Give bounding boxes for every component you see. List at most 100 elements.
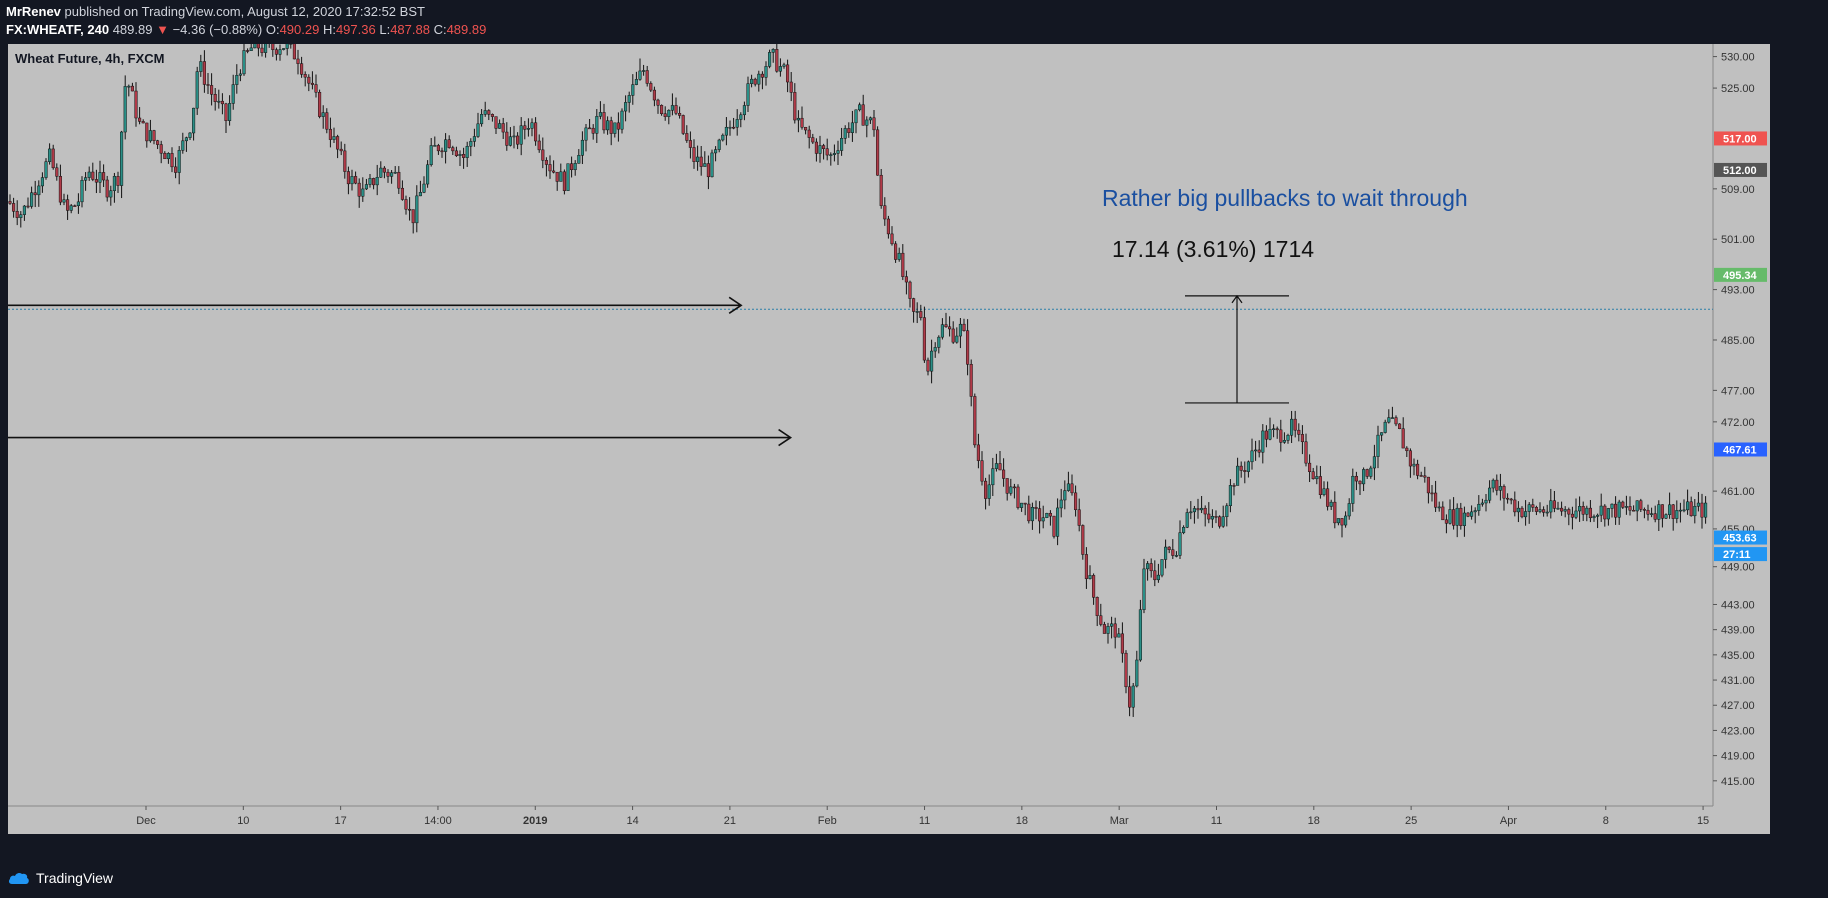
candle-body <box>1671 504 1675 519</box>
annotation-text: Rather big pullbacks to wait through <box>1102 185 1468 211</box>
candle-body <box>796 117 800 121</box>
candle-body <box>210 85 214 95</box>
candle-body <box>1056 507 1060 537</box>
candle-body <box>1444 519 1448 524</box>
y-tick-label: 449.00 <box>1721 562 1755 574</box>
candlestick-chart[interactable]: 530.00 525.00 509.00 501.00 493.00 485.00 477.… <box>8 44 1770 834</box>
candle-body <box>372 178 376 186</box>
candle-body <box>523 125 527 130</box>
candle-body <box>1203 507 1207 515</box>
candle-body <box>1513 499 1517 513</box>
candle-body <box>584 127 588 141</box>
candle-body <box>667 109 671 117</box>
candle-body <box>1048 512 1052 517</box>
x-tick-label: 15 <box>1697 815 1709 827</box>
candle-body <box>714 149 718 154</box>
candle-body <box>577 155 581 164</box>
candle-body <box>1124 652 1128 688</box>
candle-body <box>674 105 678 114</box>
candle-body <box>170 153 174 168</box>
candle-body <box>1333 501 1337 524</box>
candle-body <box>336 136 340 150</box>
candle-body <box>37 185 41 196</box>
candle-body <box>256 44 260 49</box>
candle-body <box>764 66 768 78</box>
chart-area[interactable]: 530.00 525.00 509.00 501.00 493.00 485.00 477.… <box>8 44 1770 834</box>
candle-body <box>1642 509 1646 511</box>
candle-body <box>652 89 656 101</box>
candle-body <box>490 114 494 117</box>
price-badge <box>1714 267 1767 282</box>
y-tick-label: 439.00 <box>1721 625 1755 637</box>
candle-body <box>627 95 631 103</box>
candle-body <box>1405 447 1409 452</box>
candle-body <box>1005 478 1009 494</box>
candle-body <box>1437 506 1441 509</box>
candle-body <box>390 172 394 177</box>
candle-body <box>1696 502 1700 507</box>
candle-body <box>1297 429 1301 435</box>
candle-body <box>1059 499 1063 509</box>
price-badge-label: 517.00 <box>1723 133 1757 145</box>
y-tick-label: 419.00 <box>1721 751 1755 763</box>
candle-body <box>91 171 95 180</box>
candle-body <box>1308 462 1312 472</box>
candle-body <box>544 160 548 165</box>
candle-body <box>1545 511 1549 514</box>
candle-body <box>1369 467 1373 477</box>
candle-body <box>958 323 962 337</box>
publish-info: MrRenev published on TradingView.com, Au… <box>6 4 425 19</box>
candle-body <box>1084 554 1088 579</box>
candle-body <box>681 115 685 134</box>
candle-body <box>264 44 268 53</box>
price-badge <box>1714 530 1767 545</box>
candle-body <box>181 140 185 151</box>
candle-body <box>991 468 995 486</box>
candle-body <box>454 150 458 156</box>
candle-body <box>1426 476 1430 494</box>
y-tick-label: 415.00 <box>1721 776 1755 788</box>
candle-body <box>670 105 674 111</box>
candle-body <box>548 164 552 172</box>
price-axis[interactable] <box>1713 44 1770 834</box>
candle-body <box>829 154 833 156</box>
candle-body <box>966 330 970 365</box>
candle-body <box>278 49 282 55</box>
price-badge-label: 495.34 <box>1723 270 1758 282</box>
candle-body <box>1149 563 1153 572</box>
candle-body <box>1081 525 1085 555</box>
candle-body <box>526 128 530 130</box>
candle-body <box>1171 549 1175 556</box>
candle-body <box>177 150 181 173</box>
candle-body <box>1596 514 1600 517</box>
candle-body <box>620 110 624 130</box>
candle-body <box>818 145 822 154</box>
arrow-head-2 <box>778 428 793 447</box>
candle-body <box>1045 512 1049 518</box>
candle-body <box>1430 492 1434 495</box>
tradingview-logo[interactable]: TradingView <box>8 870 113 886</box>
candle-body <box>1315 476 1319 480</box>
author-name[interactable]: MrRenev <box>6 4 61 19</box>
candle-body <box>1394 417 1398 425</box>
candle-body <box>735 119 739 128</box>
candle-body <box>602 112 606 131</box>
candle-body <box>1012 486 1016 489</box>
candle-body <box>1390 417 1394 419</box>
candle-body <box>58 176 62 203</box>
candle-body <box>998 463 1002 471</box>
candle-body <box>775 49 779 72</box>
candle-body <box>742 105 746 116</box>
symbol-label[interactable]: FX:WHEATF, 240 <box>6 22 110 37</box>
candle-body <box>1509 498 1513 501</box>
candle-body <box>206 84 210 86</box>
x-tick-label: Feb <box>818 815 837 827</box>
candle-body <box>1704 502 1708 518</box>
candle-body <box>12 203 16 212</box>
candle-body <box>397 171 401 189</box>
candle-body <box>1398 423 1402 429</box>
candle-body <box>465 146 469 158</box>
y-tick-label: 485.00 <box>1721 335 1755 347</box>
candle-body <box>130 85 134 92</box>
price-badge-label: 512.00 <box>1723 165 1757 177</box>
